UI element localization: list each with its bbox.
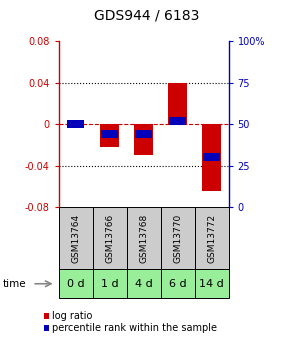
- Bar: [202, 124, 221, 191]
- Bar: [101, 130, 118, 138]
- Bar: [168, 83, 187, 124]
- Bar: [203, 153, 220, 161]
- Text: GSM13768: GSM13768: [139, 214, 148, 263]
- Bar: [44, 313, 49, 319]
- Text: 6 d: 6 d: [169, 279, 186, 289]
- Bar: [161, 269, 195, 298]
- Text: 4 d: 4 d: [135, 279, 152, 289]
- Text: GDS944 / 6183: GDS944 / 6183: [94, 8, 199, 22]
- Bar: [195, 269, 229, 298]
- Bar: [195, 207, 229, 269]
- Bar: [127, 207, 161, 269]
- Bar: [127, 269, 161, 298]
- Bar: [93, 207, 127, 269]
- Bar: [135, 130, 152, 138]
- Text: 1 d: 1 d: [101, 279, 118, 289]
- Bar: [100, 124, 119, 147]
- Text: time: time: [3, 279, 27, 289]
- Text: GSM13772: GSM13772: [207, 214, 216, 263]
- Text: percentile rank within the sample: percentile rank within the sample: [52, 323, 217, 333]
- Bar: [44, 325, 49, 331]
- Bar: [93, 269, 127, 298]
- Bar: [161, 207, 195, 269]
- Bar: [169, 117, 186, 125]
- Text: GSM13764: GSM13764: [71, 214, 80, 263]
- Text: 0 d: 0 d: [67, 279, 84, 289]
- Text: log ratio: log ratio: [52, 311, 93, 321]
- Bar: [59, 207, 93, 269]
- Text: 14 d: 14 d: [199, 279, 224, 289]
- Text: GSM13766: GSM13766: [105, 214, 114, 263]
- Text: GSM13770: GSM13770: [173, 214, 182, 263]
- Bar: [67, 120, 84, 128]
- Bar: [59, 269, 93, 298]
- Bar: [134, 124, 153, 155]
